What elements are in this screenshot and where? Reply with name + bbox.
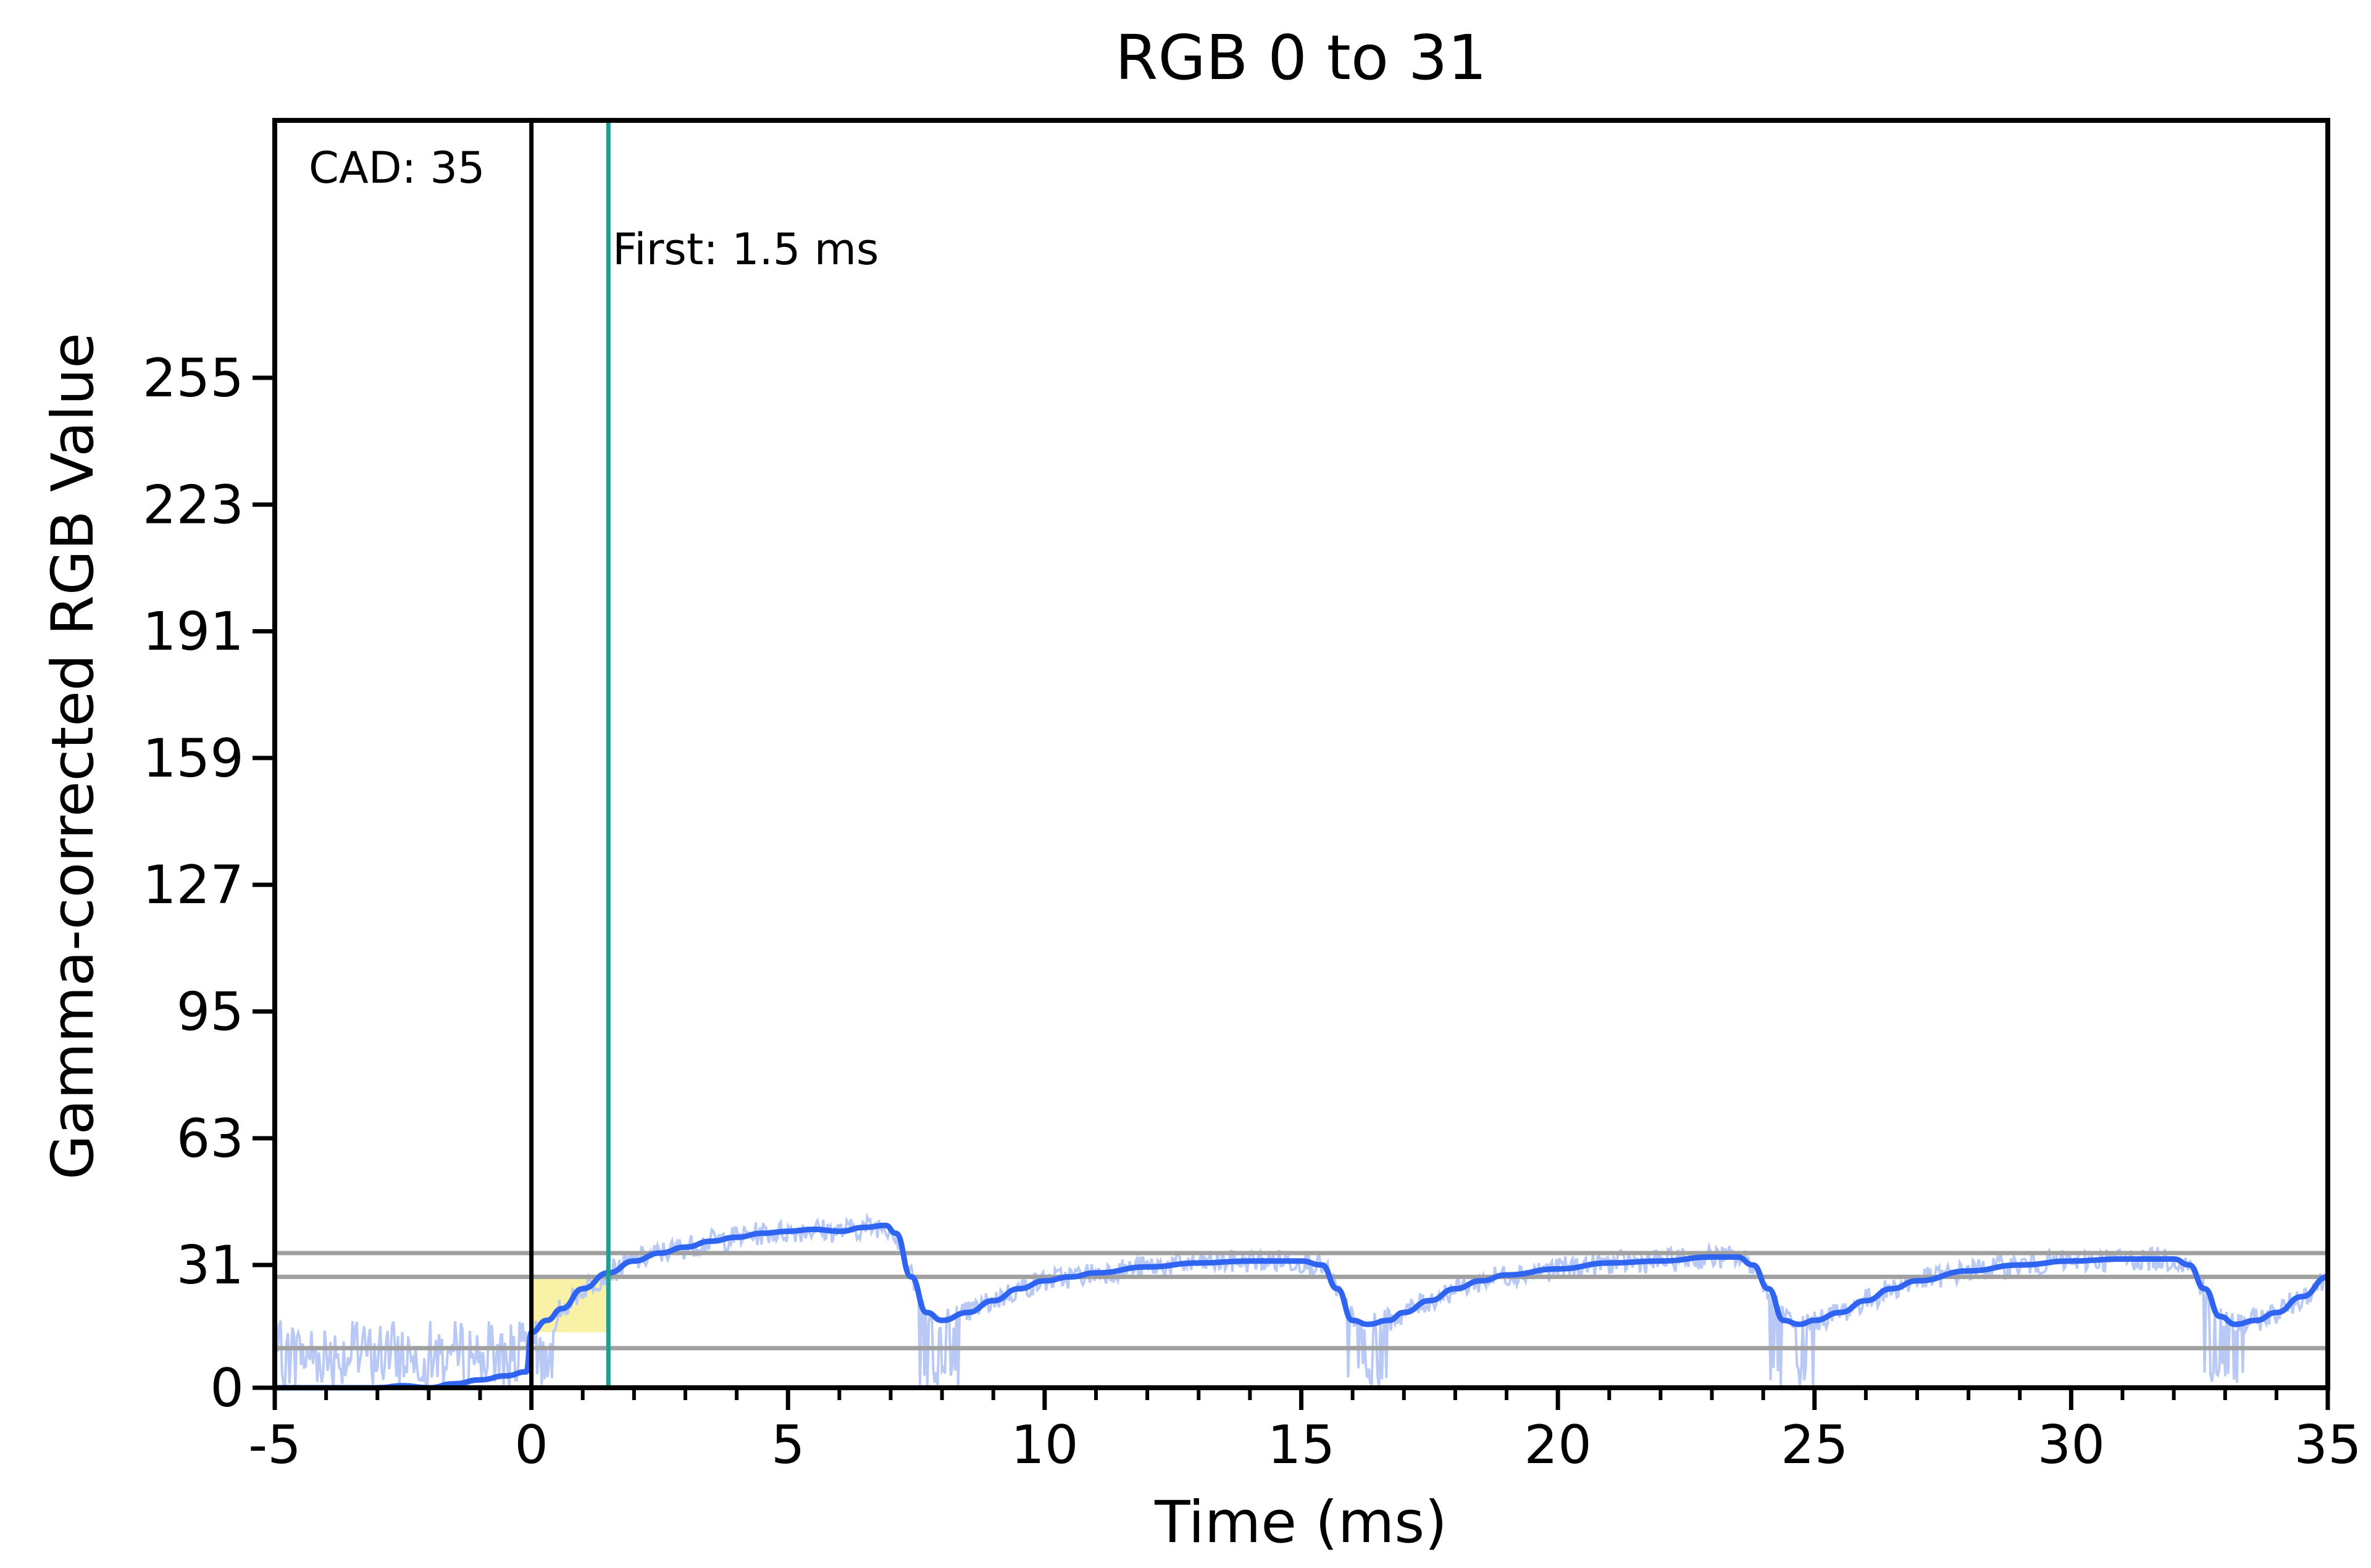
y-tick-label: 159 — [143, 728, 244, 790]
first-response-annotation: First: 1.5 ms — [613, 224, 879, 275]
y-tick-label: 223 — [143, 474, 244, 536]
x-tick-label: 20 — [1524, 1414, 1591, 1476]
y-tick-label: 0 — [210, 1357, 244, 1419]
x-tick-label: 10 — [1011, 1414, 1078, 1476]
x-tick-label: 0 — [514, 1414, 548, 1476]
y-tick-label: 31 — [177, 1235, 244, 1296]
y-axis-label: Gamma-corrected RGB Value — [40, 333, 107, 1180]
chart-title: RGB 0 to 31 — [1115, 22, 1487, 94]
y-tick-label: 255 — [143, 348, 244, 409]
x-axis-label: Time (ms) — [1154, 1489, 1447, 1556]
smoothed-series-line — [275, 1222, 2328, 1391]
y-tick-label: 191 — [143, 601, 244, 663]
x-tick-label: -5 — [248, 1414, 301, 1476]
x-tick-label: 35 — [2294, 1414, 2361, 1476]
x-tick-label: 30 — [2038, 1414, 2105, 1476]
x-tick-label: 25 — [1781, 1414, 1848, 1476]
plot-area — [274, 120, 2329, 1392]
cad-annotation: CAD: 35 — [309, 143, 485, 193]
y-tick-label: 127 — [143, 854, 244, 916]
y-tick-label: 63 — [177, 1108, 244, 1170]
x-tick-label: 5 — [771, 1414, 805, 1476]
x-tick-label: 15 — [1268, 1414, 1335, 1476]
y-tick-label: 95 — [177, 982, 244, 1043]
